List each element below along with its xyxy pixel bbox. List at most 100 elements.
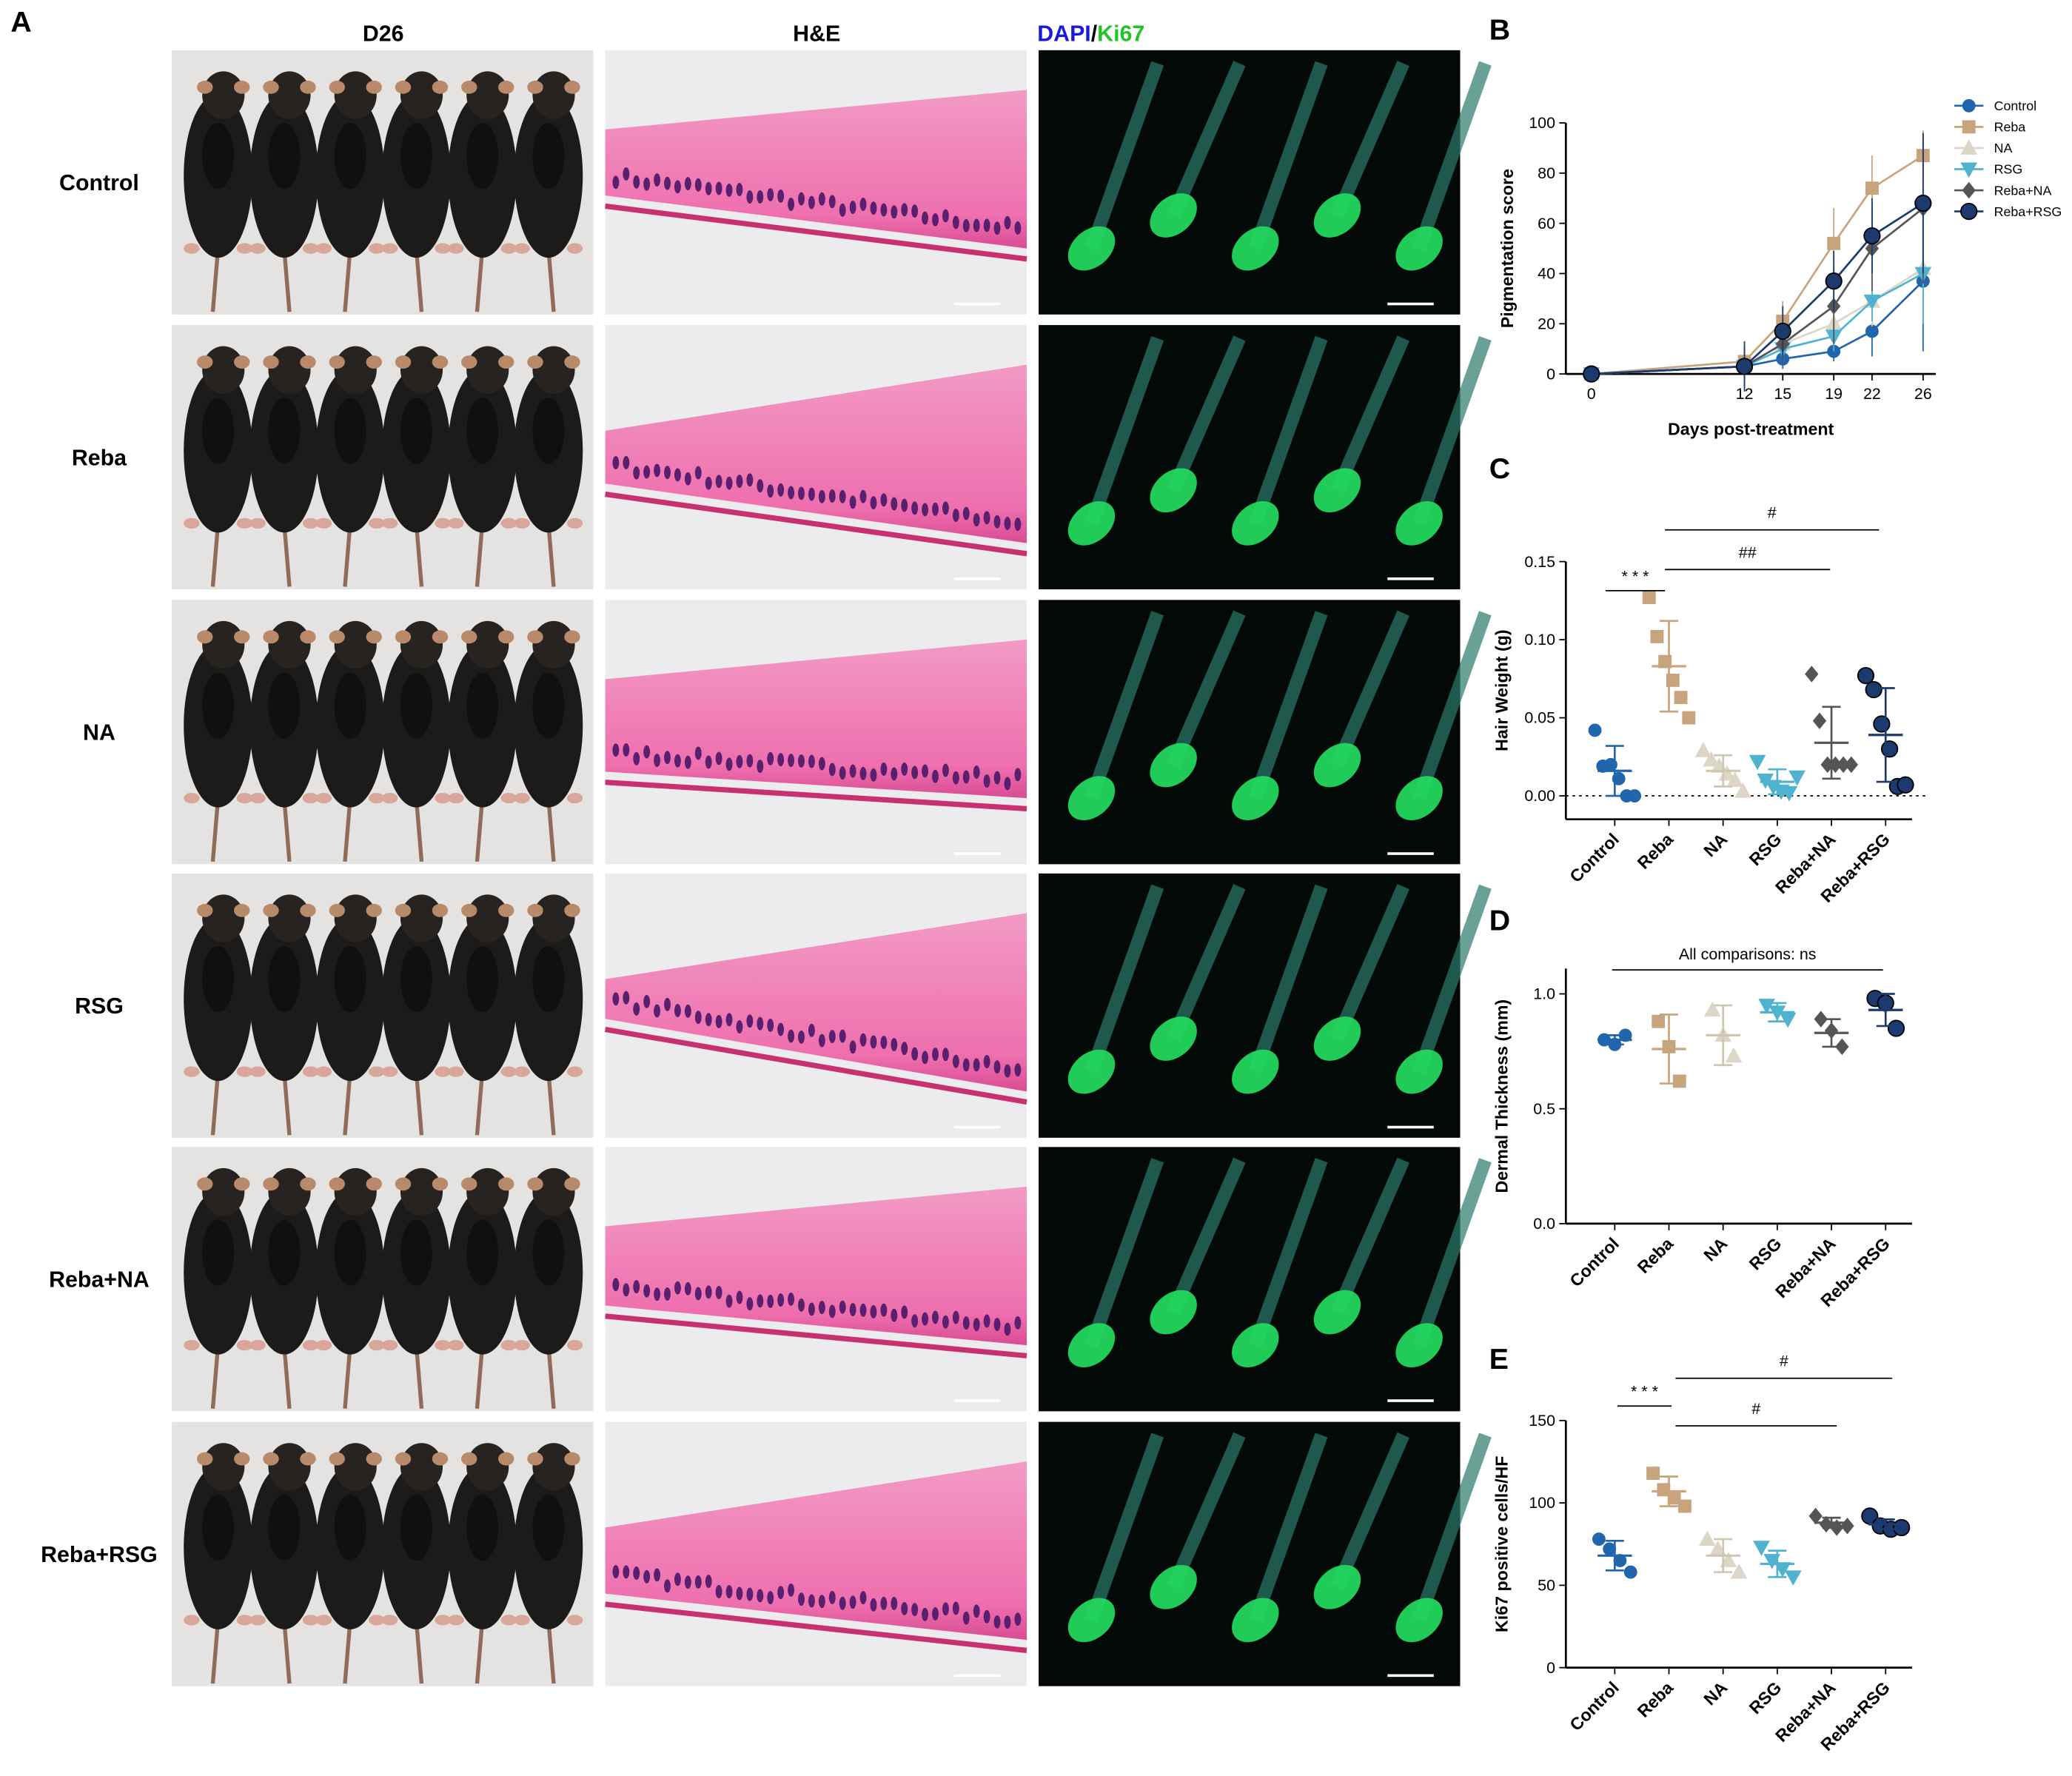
mouse-head bbox=[202, 894, 245, 942]
follicle bbox=[993, 1615, 1001, 1629]
follicle-shaft bbox=[1085, 884, 1164, 1074]
foot bbox=[315, 517, 332, 529]
marker bbox=[1893, 1518, 1911, 1537]
x-tick-label: Control bbox=[1566, 1234, 1623, 1291]
legend-label: Reba+NA bbox=[1994, 183, 2052, 198]
follicle bbox=[901, 203, 908, 217]
patch bbox=[466, 946, 499, 1013]
marker bbox=[1682, 711, 1696, 725]
foot bbox=[566, 1615, 583, 1626]
patch bbox=[268, 1219, 301, 1286]
y-tick-label: 0.15 bbox=[1524, 553, 1555, 571]
marker bbox=[1835, 1038, 1849, 1056]
follicle-shaft bbox=[1412, 1158, 1492, 1348]
y-tick-label: 100 bbox=[1529, 114, 1555, 132]
follicle bbox=[694, 1287, 702, 1301]
row-label: Reba bbox=[72, 446, 127, 470]
follicle bbox=[715, 181, 722, 195]
foot bbox=[435, 1066, 451, 1077]
follicle bbox=[952, 509, 959, 522]
marker bbox=[1840, 1518, 1854, 1535]
x-tick-label: RSG bbox=[1746, 1678, 1786, 1718]
follicle bbox=[757, 1294, 764, 1308]
foot bbox=[381, 1615, 398, 1626]
patch bbox=[202, 672, 235, 739]
ear bbox=[366, 80, 382, 94]
tail bbox=[282, 1344, 292, 1410]
follicle bbox=[952, 215, 959, 229]
foot bbox=[369, 1339, 385, 1351]
ki67-bulb bbox=[1395, 226, 1443, 271]
epidermis bbox=[605, 1313, 1027, 1358]
marker bbox=[1763, 1554, 1781, 1569]
foot bbox=[302, 517, 319, 529]
foot bbox=[514, 243, 530, 254]
mouse-head bbox=[466, 71, 509, 119]
mouse-head bbox=[400, 71, 443, 119]
follicle bbox=[654, 1004, 661, 1018]
dermis bbox=[605, 364, 1027, 543]
foot bbox=[369, 517, 385, 529]
follicle bbox=[664, 997, 671, 1011]
follicle bbox=[983, 1055, 990, 1068]
ki67-bulb bbox=[1150, 1564, 1197, 1609]
patch bbox=[400, 672, 432, 739]
follicle bbox=[828, 1304, 836, 1318]
tail bbox=[475, 1071, 485, 1136]
significance-label: # bbox=[1768, 504, 1777, 522]
foot bbox=[500, 243, 517, 254]
follicle bbox=[808, 1023, 815, 1037]
foot bbox=[500, 1066, 517, 1077]
follicle bbox=[664, 751, 671, 765]
follicle bbox=[798, 1031, 805, 1044]
ear bbox=[329, 630, 345, 644]
follicle-shaft bbox=[1167, 335, 1246, 493]
follicle bbox=[777, 189, 785, 203]
follicle bbox=[705, 1285, 712, 1299]
ear bbox=[234, 1452, 250, 1466]
follicle bbox=[788, 1583, 795, 1597]
follicle-shaft bbox=[1167, 61, 1246, 218]
foot bbox=[514, 1066, 530, 1077]
follicle bbox=[962, 1316, 970, 1330]
y-axis-label: Ki67 positive cells/HF bbox=[1492, 1456, 1512, 1632]
follicle bbox=[983, 218, 990, 232]
marker bbox=[1812, 712, 1827, 730]
foot bbox=[369, 1615, 385, 1626]
legend-label: Reba+RSG bbox=[1994, 204, 2062, 219]
foot bbox=[566, 792, 583, 804]
series-line bbox=[1591, 202, 1924, 375]
foot bbox=[302, 1066, 319, 1077]
follicle bbox=[870, 1035, 877, 1049]
foot bbox=[500, 792, 517, 804]
follicle bbox=[818, 757, 825, 771]
foot bbox=[514, 1615, 530, 1626]
ki67-bulb bbox=[1232, 776, 1279, 821]
marker bbox=[1897, 776, 1914, 794]
patch bbox=[334, 1219, 366, 1286]
y-tick-label: 0 bbox=[1546, 365, 1555, 383]
marker bbox=[1735, 358, 1754, 375]
patch bbox=[202, 946, 235, 1013]
follicle bbox=[1004, 1615, 1011, 1629]
follicle bbox=[664, 1287, 671, 1301]
ki67-bulb bbox=[1150, 1016, 1197, 1061]
mouse-head bbox=[334, 620, 377, 669]
follicle bbox=[983, 1314, 990, 1328]
ki67-bulb bbox=[1313, 193, 1361, 238]
ear bbox=[197, 355, 213, 369]
dermis bbox=[605, 913, 1027, 1092]
mouse-head bbox=[400, 346, 443, 394]
follicle bbox=[839, 203, 846, 217]
follicle bbox=[725, 183, 733, 197]
follicle bbox=[643, 994, 651, 1008]
mouse-head bbox=[334, 71, 377, 119]
epidermis bbox=[605, 1601, 1027, 1653]
foot bbox=[448, 243, 464, 254]
marker bbox=[1774, 322, 1791, 341]
patch bbox=[400, 1219, 432, 1286]
ear bbox=[564, 355, 580, 369]
follicle bbox=[705, 181, 712, 195]
mouse-head bbox=[466, 1443, 509, 1491]
